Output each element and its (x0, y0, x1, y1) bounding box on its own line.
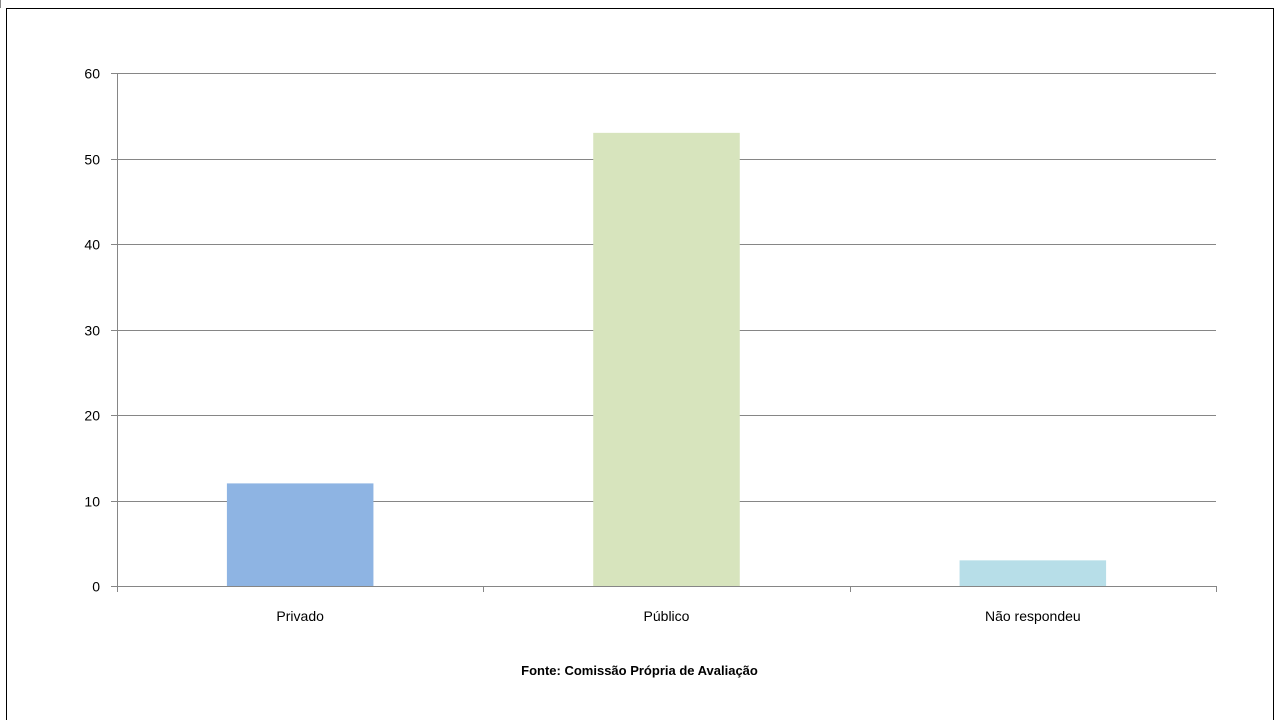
y-tick-label: 50 (84, 152, 100, 168)
bar-3 (959, 560, 1107, 586)
source-note: Fonte: Comissão Própria de Avaliação (521, 663, 758, 678)
x-tick-label: Não respondeu (985, 608, 1081, 624)
bar-2 (593, 132, 740, 586)
x-tick-labels: Privado Público Não respondeu (276, 608, 1080, 624)
bars (226, 132, 1107, 586)
bar-1 (226, 483, 374, 586)
gridlines (117, 73, 1216, 502)
y-tick-label: 30 (84, 323, 100, 339)
chart-frame (6, 8, 1274, 720)
y-tick-label: 60 (84, 66, 100, 82)
y-tick-label: 40 (84, 237, 100, 253)
y-tick-label: 20 (84, 408, 100, 424)
y-tick-label: 10 (84, 494, 100, 510)
x-tick-label: Público (644, 608, 690, 624)
y-tick-label: 0 (92, 579, 100, 595)
x-tick-label: Privado (276, 608, 324, 624)
window-edge-mark (0, 0, 1, 8)
y-tick-labels: 0 10 20 30 40 50 60 (84, 66, 100, 595)
axes (111, 73, 1217, 592)
